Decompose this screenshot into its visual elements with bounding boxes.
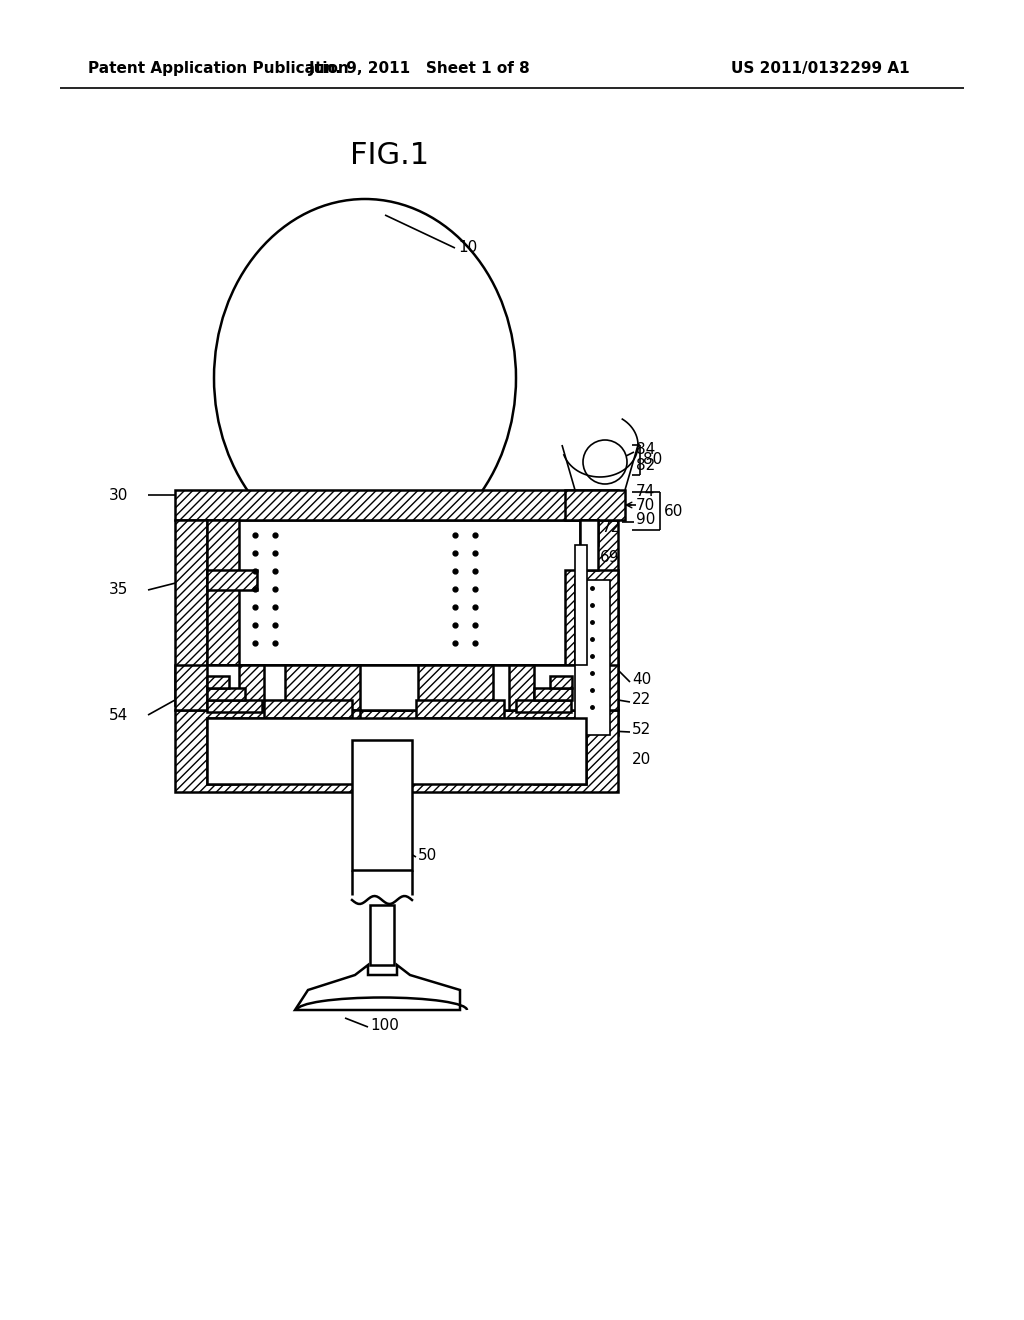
Text: 10: 10 [458,240,477,256]
Text: US 2011/0132299 A1: US 2011/0132299 A1 [731,61,909,75]
Bar [580,520,598,545]
Bar [207,718,586,784]
Bar [416,700,504,718]
Bar [575,545,587,665]
Text: 74: 74 [636,484,655,499]
Text: 69: 69 [600,550,620,565]
Text: 90: 90 [636,512,655,528]
Text: 84: 84 [636,442,655,458]
Text: 72: 72 [602,520,622,536]
Bar [580,520,598,570]
Text: 30: 30 [109,487,128,503]
Bar [207,520,239,665]
Bar [285,665,360,710]
Text: 20: 20 [632,752,651,767]
Text: 60: 60 [664,503,683,519]
Bar [352,741,412,870]
Text: 82: 82 [636,458,655,473]
Polygon shape [295,965,460,1010]
Text: 100: 100 [370,1018,399,1032]
Bar [534,718,586,784]
Text: 70: 70 [636,498,655,512]
Bar [565,490,625,520]
Bar [239,665,264,710]
Bar [418,665,493,710]
Bar [418,710,493,741]
Bar [175,665,618,710]
Bar [175,520,207,705]
Bar [207,718,239,784]
Bar [207,520,586,665]
Text: 80: 80 [643,453,663,467]
Text: 22: 22 [632,693,651,708]
Bar [207,688,245,700]
Bar [207,570,257,590]
Text: 52: 52 [632,722,651,738]
Bar [509,665,534,710]
Bar [516,700,571,711]
Bar [509,718,534,758]
Bar [586,520,618,665]
Text: 54: 54 [109,708,128,722]
Bar [207,665,586,710]
Text: 50: 50 [418,847,437,862]
Bar [285,710,360,741]
Text: Patent Application Publication: Patent Application Publication [88,61,349,75]
Bar [534,688,572,700]
Bar [207,676,229,688]
Bar [239,718,264,758]
Text: 40: 40 [632,672,651,688]
Bar [550,676,572,688]
Text: FIG.1: FIG.1 [350,140,429,169]
Bar [264,700,352,718]
Bar [575,579,610,735]
Bar [565,570,618,735]
Text: 35: 35 [109,582,128,598]
Text: Jun. 9, 2011   Sheet 1 of 8: Jun. 9, 2011 Sheet 1 of 8 [309,61,530,75]
Ellipse shape [214,199,516,557]
Bar [207,700,262,711]
Bar [175,490,618,520]
Bar [370,906,394,965]
Bar [175,710,618,792]
Ellipse shape [583,440,627,484]
